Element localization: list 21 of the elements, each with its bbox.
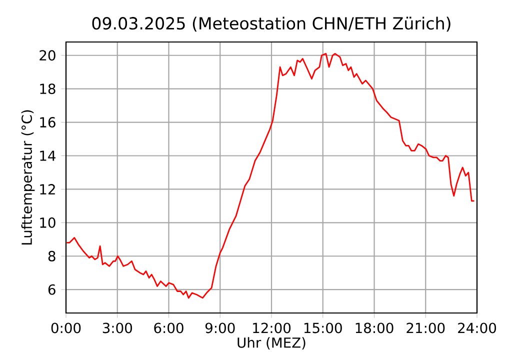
- chart-title: 09.03.2025 (Meteostation CHN/ETH Zürich): [92, 16, 450, 32]
- y-tick-label: 20: [40, 50, 56, 61]
- y-axis-title: Lufttemperatur (°C): [21, 110, 35, 244]
- x-tick-label: 24:00: [458, 322, 496, 334]
- x-tick-label: 21:00: [406, 322, 445, 334]
- y-tick-label: 16: [40, 117, 56, 128]
- x-tick-label: 9:00: [205, 322, 235, 334]
- y-tick-label: 14: [40, 150, 56, 161]
- x-tick-label: 15:00: [304, 322, 342, 334]
- x-tick-label: 12:00: [253, 322, 291, 334]
- y-tick-label: 8: [48, 250, 56, 262]
- x-tick-label: 3:00: [102, 322, 132, 334]
- y-tick-label: 18: [40, 84, 56, 94]
- y-tick-label: 6: [48, 284, 56, 295]
- y-tick-label: 12: [40, 184, 55, 194]
- line-series: [66, 52, 475, 299]
- x-tick-label: 6:00: [154, 322, 184, 334]
- y-tick-label: 10: [40, 217, 56, 228]
- x-tick-label: 0:00: [51, 322, 81, 334]
- x-tick-label: 18:00: [356, 322, 394, 334]
- x-axis-title: Uhr (MEZ): [238, 337, 306, 350]
